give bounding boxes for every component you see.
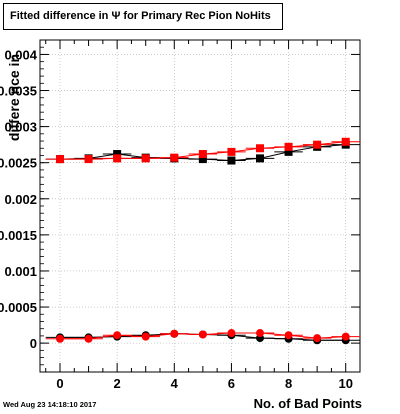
chart-title: Fitted difference in Ψ for Primary Rec P… [3, 3, 283, 30]
y-tick-label: 0.002 [4, 192, 37, 207]
x-tick-label: 8 [285, 376, 292, 391]
x-tick-label: 4 [171, 376, 179, 391]
x-tick-label: 2 [114, 376, 121, 391]
y-tick-label: 0.0005 [0, 300, 37, 315]
data-point [141, 332, 150, 341]
data-point [227, 329, 236, 338]
x-axis-label: No. of Bad Points [253, 396, 362, 411]
data-point [113, 154, 122, 163]
series-3 [45, 329, 360, 343]
data-point [256, 329, 264, 338]
data-point [141, 154, 150, 163]
data-point [198, 150, 207, 159]
y-axis-label: differe nce in [6, 54, 22, 141]
y-tick-label: 0.0035 [0, 84, 37, 99]
y-tick-label: 0.003 [4, 120, 37, 135]
data-point [284, 142, 293, 151]
data-point [284, 147, 293, 156]
data-point [284, 331, 293, 340]
x-tick-label: 10 [338, 376, 352, 391]
data-point [341, 332, 350, 341]
data-point [341, 137, 350, 146]
data-point [170, 153, 179, 162]
data-point [56, 334, 64, 343]
y-tick-label: 0.004 [4, 47, 37, 62]
data-point [113, 150, 122, 159]
y-tick-label: 0 [30, 336, 37, 351]
axes: 0 2 4 6 8 10 0 0.0005 0.001 0.0015 0.002 0.0025 0.00… [0, 39, 361, 391]
series-1 [45, 137, 360, 164]
data-point [198, 330, 207, 339]
data-point [198, 155, 207, 164]
plot-frame [39, 39, 361, 373]
data-point [84, 155, 93, 164]
data-marks [45, 137, 360, 345]
data-point [256, 144, 264, 153]
timestamp: Wed Aug 23 14:18:10 2017 [3, 400, 97, 409]
x-tick-label: 6 [228, 376, 235, 391]
data-point [227, 147, 236, 156]
data-point [256, 154, 264, 163]
data-point [84, 334, 93, 343]
y-tick-label: 0.0015 [0, 228, 37, 243]
data-point [170, 329, 179, 338]
data-point [227, 156, 236, 165]
y-tick-label: 0.001 [4, 264, 37, 279]
x-tick-label: 0 [56, 376, 63, 391]
data-point [113, 331, 122, 340]
y-tick-label: 0.0025 [0, 156, 37, 171]
data-point [56, 155, 64, 164]
data-point [313, 140, 322, 149]
data-point [313, 334, 322, 343]
